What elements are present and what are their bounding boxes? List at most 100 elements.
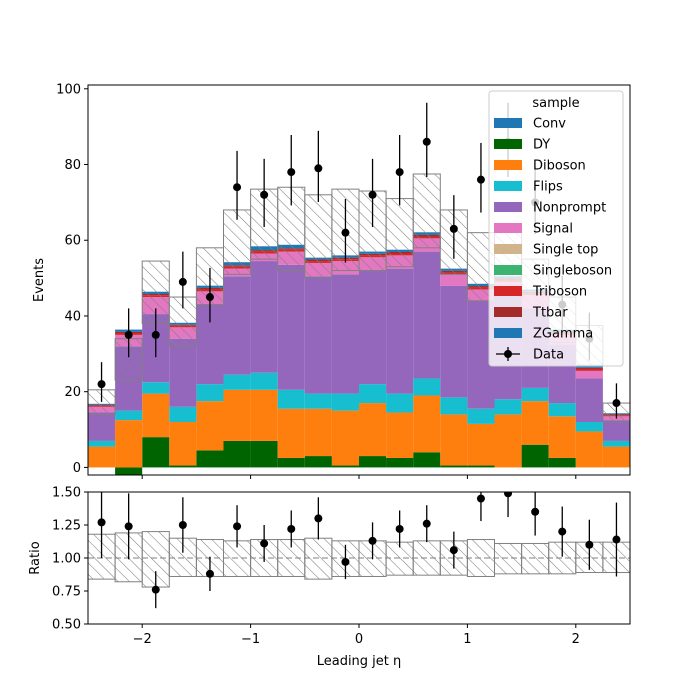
bar-dy <box>413 452 441 468</box>
legend-swatch-dy <box>494 139 522 149</box>
bar-dy <box>440 465 468 468</box>
x-tick-label: 1 <box>463 632 471 647</box>
bar-flips <box>521 387 549 402</box>
legend-data-marker <box>504 350 512 358</box>
ratio-point <box>585 540 594 549</box>
legend-swatch-ttbar <box>494 307 522 317</box>
bar-diboson <box>196 401 224 451</box>
ratio-y-axis-label: Ratio <box>28 541 43 574</box>
bar-dy <box>359 456 387 468</box>
bar-flips <box>386 393 414 413</box>
ratio-point <box>449 546 458 555</box>
legend-swatch-single-top <box>494 244 522 254</box>
bar-diboson <box>548 416 576 458</box>
bar-diboson <box>359 403 387 457</box>
bar-ttbar <box>575 367 603 369</box>
data-point <box>233 183 242 192</box>
main-y-axis: 0 20 40 60 80 100 <box>56 82 88 476</box>
bar-diboson <box>142 393 170 438</box>
ratio-y-axis: 0.50 0.75 1.00 1.25 1.50 <box>52 486 88 633</box>
ratio-band-bin <box>494 542 523 575</box>
legend-label-singleboson: Singleboson <box>533 264 612 279</box>
legend-label-nonprompt: Nonprompt <box>533 201 606 216</box>
legend-label-signal: Signal <box>533 222 573 237</box>
data-point <box>395 168 404 177</box>
uncertainty-band-bin <box>412 173 441 249</box>
main-plot-frame <box>87 84 631 476</box>
data-point <box>612 399 621 408</box>
bar-flips <box>575 421 603 432</box>
bar-nonprompt <box>304 276 332 394</box>
data-point <box>449 224 458 233</box>
ratio-plot-marks <box>88 492 630 609</box>
data-point <box>178 277 187 286</box>
bar-flips <box>440 397 468 415</box>
legend-swatch-diboson <box>494 160 522 170</box>
bar-diboson <box>250 389 278 441</box>
ratio-plot-frame <box>87 491 631 625</box>
ratio-point <box>205 569 214 578</box>
uncertainty-band-bin <box>385 198 414 268</box>
legend-label-triboson: Triboson <box>532 285 587 300</box>
bar-nonprompt <box>277 264 305 390</box>
data-point <box>124 330 133 339</box>
data-point <box>422 137 431 146</box>
bar-diboson <box>494 414 522 468</box>
bar-diboson <box>115 420 143 468</box>
bar-diboson <box>440 414 468 466</box>
legend-swatch-zgamma <box>494 328 522 338</box>
legend-label-diboson: Diboson <box>533 159 586 174</box>
y-tick-label: 80 <box>64 158 81 173</box>
bar-dy <box>304 456 332 468</box>
bar-nonprompt <box>602 420 630 441</box>
bar-dy <box>223 440 251 468</box>
bar-diboson <box>331 410 359 466</box>
ratio-y-tick-label: 1.00 <box>52 552 81 567</box>
bar-flips <box>494 399 522 415</box>
legend-label-conv: Conv <box>533 117 566 132</box>
legend-swatch-conv <box>494 118 522 128</box>
bar-diboson <box>467 423 495 466</box>
bar-diboson <box>602 446 630 468</box>
bar-signal <box>440 274 468 286</box>
legend-label-zgamma: ZGamma <box>533 327 593 342</box>
bar-diboson <box>169 421 197 466</box>
bar-nonprompt <box>250 261 278 373</box>
bar-triboson <box>575 368 603 371</box>
legend-label-ttbar: Ttbar <box>532 306 568 321</box>
ratio-point <box>178 521 187 529</box>
ratio-point <box>612 535 621 544</box>
data-point <box>97 380 106 389</box>
bar-flips <box>277 389 305 409</box>
bar-flips <box>88 440 116 447</box>
data-point <box>260 190 269 199</box>
legend-label-single-top: Single top <box>533 243 598 258</box>
ratio-y-tick-label: 0.75 <box>52 585 81 600</box>
bar-dy <box>277 457 305 468</box>
bar-nonprompt <box>413 251 441 379</box>
x-tick-label: 2 <box>572 632 580 647</box>
bar-flips <box>250 372 278 390</box>
bar-nonprompt <box>223 276 251 375</box>
legend-items: Conv DY Diboson Flips Nonprompt Signal Single … <box>494 117 612 363</box>
bar-nonprompt <box>359 270 387 385</box>
ratio-point <box>233 522 242 531</box>
ratio-y-tick-label: 1.50 <box>52 486 81 501</box>
uncertainty-band-bin <box>223 209 252 275</box>
ratio-point <box>395 524 404 533</box>
legend-swatch-triboson <box>494 286 522 296</box>
bar-dy <box>331 465 359 468</box>
ratio-point <box>368 536 377 545</box>
bar-flips <box>169 406 197 422</box>
y-tick-label: 0 <box>73 461 81 476</box>
bar-diboson <box>304 408 332 457</box>
bar-flips <box>602 440 630 447</box>
ratio-x-axis: −2 −1 0 1 2 <box>133 624 580 647</box>
bar-nonprompt <box>169 338 197 407</box>
ratio-point <box>531 507 540 516</box>
data-point <box>368 190 377 199</box>
bar-nonprompt <box>331 274 359 394</box>
bar-diboson <box>575 431 603 468</box>
legend-label-dy: DY <box>533 138 550 153</box>
x-tick-label: 0 <box>355 632 363 647</box>
